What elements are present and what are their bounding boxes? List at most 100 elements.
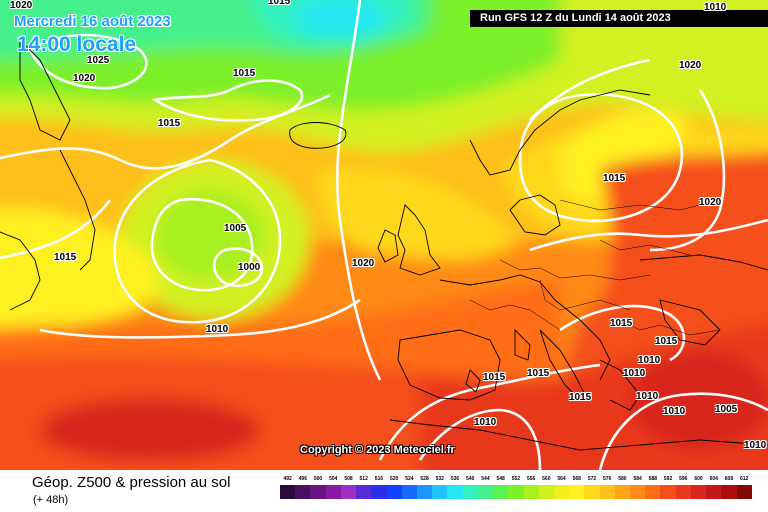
color-scale-swatch	[371, 485, 387, 499]
color-scale-swatch	[538, 485, 554, 499]
z500-field	[0, 0, 768, 470]
color-scale-swatch	[416, 485, 433, 499]
color-scale-swatch	[736, 485, 752, 499]
isobar-label: 1015	[569, 392, 592, 403]
color-scale-swatch	[523, 485, 539, 499]
color-scale-swatch	[447, 485, 463, 499]
color-scale-value: 536	[450, 476, 460, 482]
color-scale-swatch	[599, 485, 615, 499]
color-scale-value: 520	[389, 476, 399, 482]
color-scale-value: 584	[633, 476, 642, 482]
isobar-label: 1010	[704, 2, 727, 13]
isobar-label: 1020	[679, 60, 702, 71]
isobar-label: 1020	[73, 73, 96, 84]
isobar-label: 1010	[474, 417, 497, 428]
isobar-label: 1005	[715, 404, 738, 415]
copyright: Copyright © 2023 Meteociel.fr	[300, 444, 455, 456]
color-scale-swatch	[645, 485, 661, 499]
geopotential-shading	[0, 0, 768, 470]
color-scale-value: 504	[329, 476, 338, 482]
isobar-label: 1010	[636, 391, 659, 402]
color-scale-value: 508	[344, 476, 353, 482]
isobar-label: 1015	[610, 318, 633, 329]
color-scale-value: 544	[481, 476, 490, 482]
color-scale-swatch	[508, 485, 524, 499]
color-scale-value: 596	[679, 476, 688, 482]
color-scale-value: 512	[359, 476, 368, 482]
isobar-label: 1010	[744, 440, 767, 451]
weather-map: Mercredi 16 août 2023 14:00 locale Run G…	[0, 0, 768, 470]
isobar-label: 1020	[10, 0, 33, 11]
isobar-label: 1020	[352, 258, 375, 269]
color-scale-value: 588	[648, 476, 658, 482]
color-scale-swatch	[477, 485, 494, 499]
isobar-label: 1015	[158, 118, 181, 129]
color-scale-value: 572	[587, 476, 597, 482]
color-scale-value: 612	[740, 476, 749, 482]
color-scale-swatch	[553, 485, 570, 499]
borders	[469, 199, 721, 336]
color-scale-swatch	[721, 485, 737, 499]
color-scale-value: 564	[557, 476, 566, 482]
color-scale-swatch	[325, 485, 341, 499]
color-scale-value: 532	[435, 476, 444, 482]
color-scale-swatch	[432, 485, 448, 499]
color-scale-value: 604	[709, 476, 718, 482]
isobar-label: 1015	[603, 173, 626, 184]
isobar-label: 1005	[224, 223, 247, 234]
color-scale-value: 500	[313, 476, 323, 482]
forecast-date: Mercredi 16 août 2023	[14, 13, 171, 30]
forecast-local-time: 14:00 locale	[17, 33, 137, 56]
isobar-label: 1015	[268, 0, 291, 7]
color-scale-swatch	[295, 485, 311, 499]
color-scale-swatch	[340, 485, 357, 499]
color-scale-value: 540	[466, 476, 475, 482]
color-scale-swatch	[280, 485, 296, 499]
color-scale-value: 576	[603, 476, 612, 482]
color-scale-swatch	[614, 485, 631, 499]
isobar-label: 1015	[54, 252, 77, 263]
color-scale-value: 496	[298, 476, 307, 482]
color-scale-swatch	[356, 485, 372, 499]
model-run-label: Run GFS 12 Z du Lundi 14 août 2023	[470, 10, 768, 27]
color-scale-value: 552	[511, 476, 521, 482]
isobar-label: 1015	[655, 336, 678, 347]
color-scale-swatch	[584, 485, 600, 499]
color-scale-swatch	[386, 485, 402, 499]
color-scale-value: 524	[405, 476, 414, 482]
color-scale-bar	[280, 485, 752, 499]
color-scale-value: 608	[724, 476, 734, 482]
isobar-label: 1010	[623, 368, 646, 379]
color-scale-value: 548	[496, 476, 505, 482]
color-scale-swatch	[401, 485, 417, 499]
legend-panel: Géop. Z500 & pression au sol (+ 48h) 492…	[0, 470, 768, 512]
color-scale: 492 496 500 504 508 512 516 520 524 528 532 536 540 5…	[280, 476, 752, 499]
color-scale-value: 592	[663, 476, 673, 482]
color-scale-value: 568	[572, 476, 581, 482]
color-scale-swatch	[493, 485, 509, 499]
color-scale-value: 492	[283, 476, 292, 482]
color-scale-value: 556	[526, 476, 536, 482]
isobar-label: 1010	[638, 355, 661, 366]
isobar-label: 1000	[238, 262, 261, 273]
color-scale-swatch	[660, 485, 676, 499]
isobars	[0, 0, 768, 470]
color-scale-swatch	[569, 485, 585, 499]
color-scale-value: 560	[542, 476, 551, 482]
color-scale-value: 600	[694, 476, 703, 482]
color-scale-value: 580	[618, 476, 627, 482]
isobar-label: 1025	[87, 55, 110, 66]
color-scale-swatch	[630, 485, 646, 499]
isobar-label: 1010	[663, 406, 686, 417]
forecast-lead-time: (+ 48h)	[33, 494, 69, 506]
color-scale-swatch	[690, 485, 707, 499]
color-scale-value: 528	[420, 476, 429, 482]
isobar-label: 1015	[527, 368, 550, 379]
map-parameter-title: Géop. Z500 & pression au sol	[32, 474, 231, 491]
coastlines	[0, 38, 768, 451]
color-scale-swatch	[675, 485, 691, 499]
color-scale-labels: 492 496 500 504 508 512 516 520 524 528 532 536 540 5…	[280, 476, 752, 482]
isobar-label: 1015	[233, 68, 256, 79]
isobar-label: 1010	[206, 324, 229, 335]
color-scale-value: 516	[374, 476, 384, 482]
